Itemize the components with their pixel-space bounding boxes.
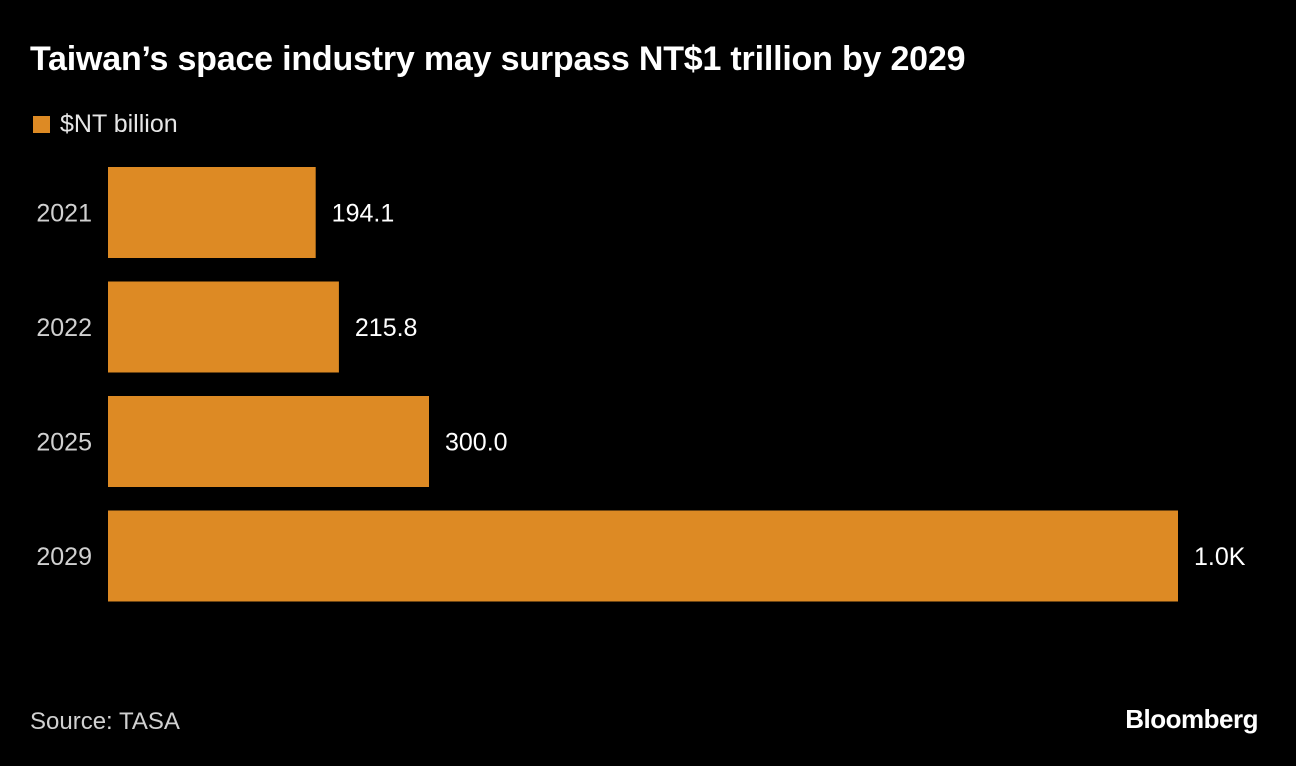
value-label-2025: 300.0: [445, 429, 508, 457]
value-label-2022: 215.8: [355, 314, 418, 342]
value-label-2021: 194.1: [332, 200, 395, 228]
category-label-2022: 2022: [36, 314, 92, 342]
value-label-2029: 1.0K: [1194, 543, 1246, 571]
bar-2029: [108, 510, 1178, 602]
legend: $NT billion: [33, 110, 178, 138]
bar-2022: [108, 281, 339, 373]
category-label-2029: 2029: [36, 543, 92, 571]
legend-label: $NT billion: [60, 109, 178, 138]
bar-2021: [108, 167, 316, 258]
legend-swatch: [33, 115, 50, 133]
bar-2025: [108, 396, 429, 487]
source-note: Source: TASA: [30, 708, 180, 735]
category-label-2021: 2021: [36, 200, 92, 228]
chart-title: Taiwan’s space industry may surpass NT$1…: [30, 40, 966, 78]
category-label-2025: 2025: [36, 429, 92, 457]
bloomberg-logo: Bloomberg: [1125, 704, 1258, 734]
